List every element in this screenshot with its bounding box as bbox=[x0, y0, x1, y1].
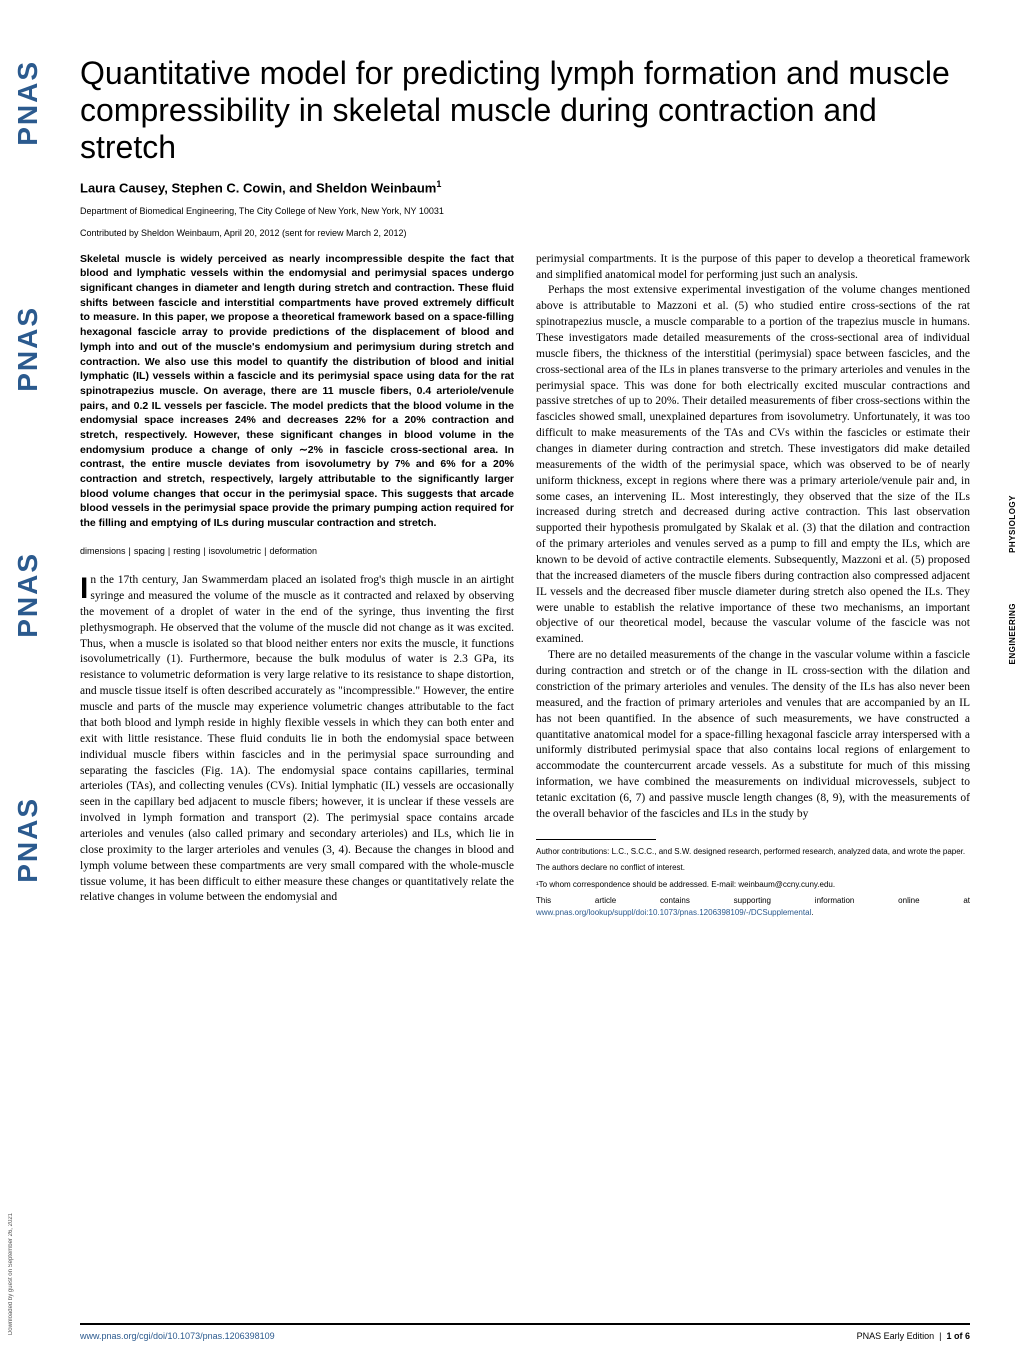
page-content: Quantitative model for predicting lymph … bbox=[80, 55, 970, 924]
footnotes: Author contributions: L.C., S.C.C., and … bbox=[536, 846, 970, 919]
footer-doi: www.pnas.org/cgi/doi/10.1073/pnas.120639… bbox=[80, 1331, 275, 1341]
keyword: deformation bbox=[269, 546, 317, 556]
contributed-line: Contributed by Sheldon Weinbaum, April 2… bbox=[80, 228, 970, 238]
supp-pre: This article contains supporting informa… bbox=[536, 896, 970, 905]
journal-name: PNAS Early Edition bbox=[857, 1331, 935, 1341]
intro-text: n the 17th century, Jan Swammerdam place… bbox=[80, 574, 514, 903]
section-tabs: PHYSIOLOGY ENGINEERING bbox=[1005, 485, 1020, 674]
download-note: Downloaded by guest on September 26, 202… bbox=[8, 1213, 14, 1335]
left-column: Skeletal muscle is widely perceived as n… bbox=[80, 252, 514, 924]
paragraph: There are no detailed measurements of th… bbox=[536, 648, 970, 822]
two-column-layout: Skeletal muscle is widely perceived as n… bbox=[80, 252, 970, 924]
supp-post: . bbox=[811, 908, 813, 917]
pnas-logo: PNAS bbox=[12, 60, 44, 146]
abstract: Skeletal muscle is widely perceived as n… bbox=[80, 252, 514, 531]
author-contributions: Author contributions: L.C., S.C.C., and … bbox=[536, 846, 970, 858]
paragraph: perimysial compartments. It is the purpo… bbox=[536, 252, 970, 284]
pnas-logo: PNAS bbox=[12, 306, 44, 392]
affiliation: Department of Biomedical Engineering, Th… bbox=[80, 206, 970, 216]
pnas-logo: PNAS bbox=[12, 552, 44, 638]
page-footer: www.pnas.org/cgi/doi/10.1073/pnas.120639… bbox=[80, 1323, 970, 1341]
body-text-left: In the 17th century, Jan Swammerdam plac… bbox=[80, 573, 514, 906]
author-sup: 1 bbox=[436, 179, 441, 189]
keyword: resting bbox=[173, 546, 200, 556]
supplemental-link[interactable]: www.pnas.org/lookup/suppl/doi:10.1073/pn… bbox=[536, 908, 811, 917]
footnote-rule bbox=[536, 839, 656, 840]
keyword: isovolumetric bbox=[209, 546, 262, 556]
footer-pagination: PNAS Early Edition | 1 of 6 bbox=[857, 1331, 970, 1341]
correspondence: ¹To whom correspondence should be addres… bbox=[536, 879, 970, 891]
keyword: dimensions bbox=[80, 546, 126, 556]
keywords: dimensions|spacing|resting|isovolumetric… bbox=[80, 545, 514, 557]
supplemental-info: This article contains supporting informa… bbox=[536, 895, 970, 918]
authors-text: Laura Causey, Stephen C. Cowin, and Shel… bbox=[80, 181, 436, 196]
body-text-right: perimysial compartments. It is the purpo… bbox=[536, 252, 970, 823]
pnas-logo-stack: PNAS PNAS PNAS PNAS bbox=[12, 60, 44, 903]
article-title: Quantitative model for predicting lymph … bbox=[80, 55, 970, 165]
right-column: perimysial compartments. It is the purpo… bbox=[536, 252, 970, 924]
side-banner: PNAS PNAS PNAS PNAS Downloaded by guest … bbox=[0, 0, 55, 1365]
authors: Laura Causey, Stephen C. Cowin, and Shel… bbox=[80, 179, 970, 195]
pnas-logo: PNAS bbox=[12, 797, 44, 883]
dropcap: I bbox=[80, 573, 90, 602]
paragraph: Perhaps the most extensive experimental … bbox=[536, 283, 970, 648]
page-number: 1 of 6 bbox=[946, 1331, 970, 1341]
doi-link[interactable]: www.pnas.org/cgi/doi/10.1073/pnas.120639… bbox=[80, 1331, 275, 1341]
tab-engineering: ENGINEERING bbox=[1005, 593, 1020, 675]
intro-paragraph: In the 17th century, Jan Swammerdam plac… bbox=[80, 573, 514, 906]
conflict-statement: The authors declare no conflict of inter… bbox=[536, 862, 970, 874]
keyword: spacing bbox=[134, 546, 165, 556]
tab-physiology: PHYSIOLOGY bbox=[1005, 485, 1020, 563]
